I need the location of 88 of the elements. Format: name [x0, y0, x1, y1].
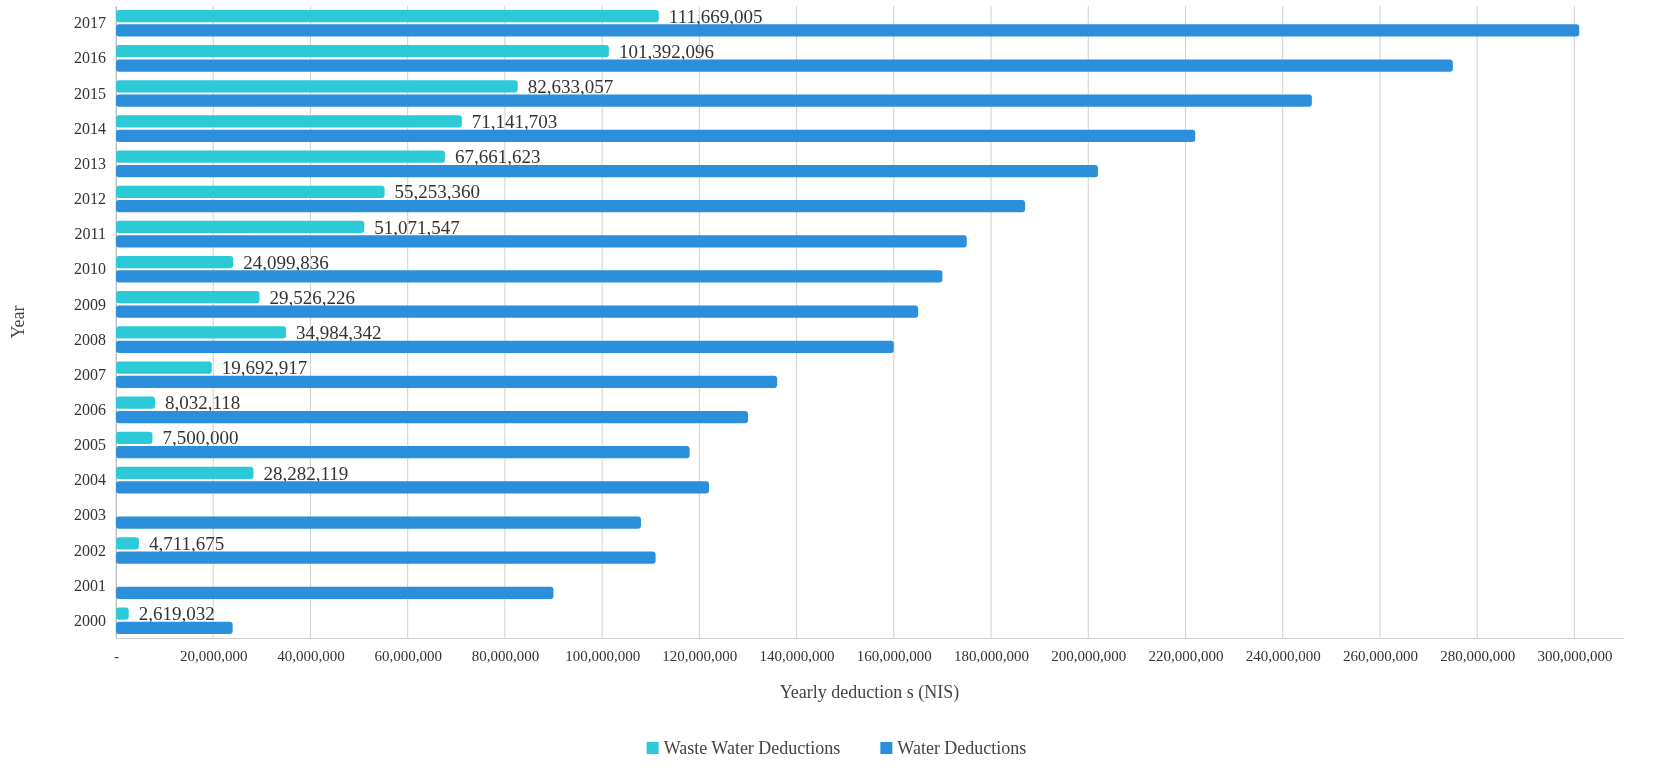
data-label: 8,032,118 [165, 392, 241, 414]
bar [116, 59, 1453, 72]
bar [116, 94, 1312, 107]
bar [116, 537, 139, 550]
bar [116, 270, 943, 283]
x-tick-label: 200,000,000 [1051, 647, 1127, 664]
bar [116, 115, 462, 128]
y-tick-label: 2008 [74, 330, 106, 348]
bar [116, 361, 212, 374]
data-label: 101,392,096 [618, 40, 714, 62]
y-tick-label: 2004 [74, 471, 106, 489]
y-tick-label: 2013 [74, 154, 106, 172]
x-tick-label: 120,000,000 [662, 647, 738, 664]
x-tick-label: 300,000,000 [1537, 647, 1613, 664]
x-tick-label: 100,000,000 [565, 647, 641, 664]
x-tick-label: 180,000,000 [954, 647, 1030, 664]
bar [116, 396, 156, 409]
bar [116, 466, 254, 480]
y-tick-label: 2010 [74, 260, 106, 278]
data-label: 19,692,917 [221, 357, 308, 379]
x-tick-label: - [114, 647, 119, 664]
bar [116, 431, 153, 444]
bar [116, 340, 894, 353]
bar [116, 220, 365, 234]
y-tick-label: 2016 [74, 49, 106, 67]
y-tick-label: 2003 [74, 506, 106, 524]
bar [116, 621, 233, 635]
y-tick-label: 2017 [74, 14, 106, 32]
y-tick-label: 2014 [74, 119, 106, 137]
data-label: 55,253,360 [394, 181, 481, 203]
data-label: 4,711,675 [148, 532, 225, 554]
bar [116, 164, 1098, 178]
y-tick-label: 2011 [74, 225, 106, 243]
x-tick-label: 280,000,000 [1440, 647, 1516, 664]
bar [116, 129, 1196, 142]
data-label: 34,984,342 [296, 322, 382, 344]
bar [116, 150, 445, 163]
y-tick-label: 2002 [74, 541, 106, 559]
bar [116, 446, 690, 459]
x-tick-label: 260,000,000 [1342, 647, 1418, 664]
y-axis-title: Year [8, 305, 28, 339]
bar [116, 375, 778, 389]
y-tick-label: 2000 [74, 611, 106, 629]
bar [116, 516, 642, 529]
y-tick-label: 2012 [74, 190, 106, 208]
bar [116, 45, 609, 58]
y-tick-label: 2006 [74, 401, 106, 418]
data-label: 7,500,000 [162, 427, 239, 449]
x-tick-label: 140,000,000 [759, 647, 835, 664]
bar [116, 326, 287, 339]
x-tick-label: 20,000,000 [179, 647, 248, 664]
bar [116, 481, 710, 494]
y-tick-label: 2009 [74, 295, 106, 313]
bar [116, 255, 234, 269]
data-label: 111,669,005 [668, 5, 763, 27]
y-tick-label: 2005 [74, 436, 106, 454]
data-label: 67,661,623 [454, 146, 541, 168]
x-tick-label: 80,000,000 [471, 647, 540, 664]
bar [116, 410, 748, 424]
bar [116, 586, 554, 599]
legend-label: Waste Water Deductions [663, 738, 841, 759]
data-label: 29,526,226 [269, 286, 356, 308]
data-label: 24,099,836 [243, 251, 329, 273]
bar [116, 235, 967, 248]
bar [116, 291, 260, 304]
x-tick-label: 60,000,000 [374, 647, 442, 664]
x-tick-label: 240,000,000 [1245, 647, 1321, 664]
x-axis-title: Yearly deduction s (NIS) [779, 682, 960, 703]
bar [116, 607, 129, 620]
bar [116, 80, 518, 93]
bar [116, 551, 656, 564]
x-tick-label: 160,000,000 [856, 647, 932, 664]
y-tick-label: 2001 [74, 576, 106, 594]
y-tick-label: 2007 [74, 365, 106, 383]
data-label: 2,619,032 [138, 603, 215, 625]
bar [116, 305, 919, 318]
bar [116, 185, 385, 198]
bar [116, 9, 659, 23]
x-tick-label: 40,000,000 [277, 647, 345, 664]
bar [116, 200, 1026, 213]
legend-label: Water Deductions [897, 738, 1027, 759]
data-label: 51,071,547 [374, 216, 460, 238]
data-label: 82,633,057 [527, 75, 614, 97]
y-tick-label: 2015 [74, 84, 106, 102]
bar [116, 24, 1580, 37]
data-label: 28,282,119 [263, 462, 349, 484]
data-label: 71,141,703 [471, 111, 558, 133]
x-tick-label: 220,000,000 [1148, 647, 1224, 664]
